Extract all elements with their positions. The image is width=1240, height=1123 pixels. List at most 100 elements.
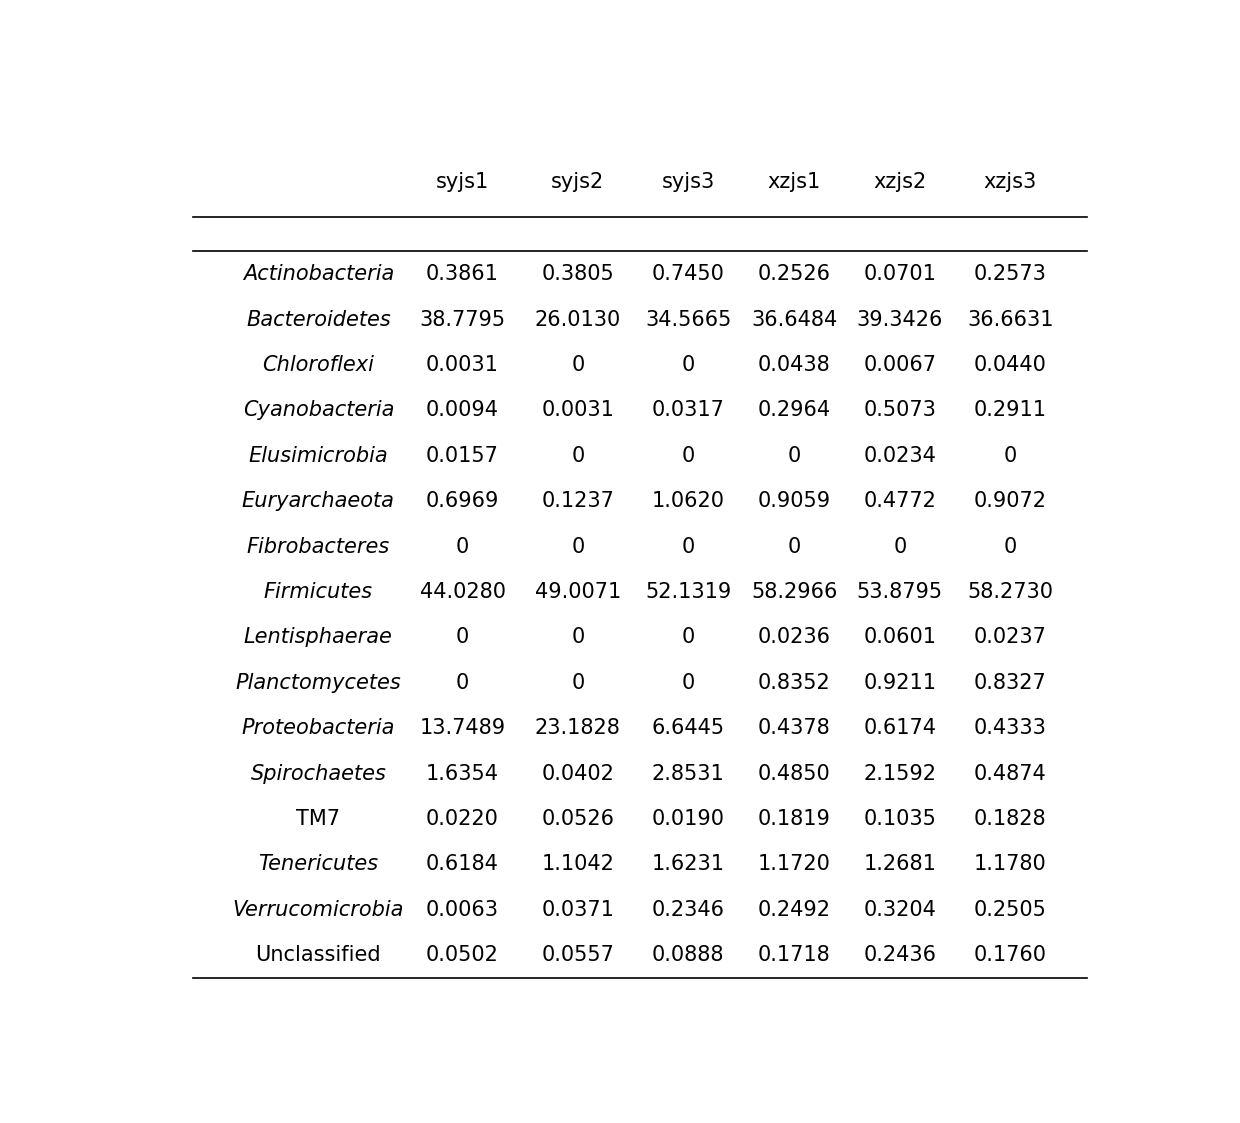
Text: 0.1828: 0.1828 (973, 809, 1047, 829)
Text: 58.2730: 58.2730 (967, 582, 1053, 602)
Text: 0.0157: 0.0157 (427, 446, 498, 466)
Text: 0.0888: 0.0888 (652, 946, 724, 965)
Text: Actinobacteria: Actinobacteria (243, 264, 394, 284)
Text: 0.3805: 0.3805 (542, 264, 614, 284)
Text: 0.8352: 0.8352 (758, 673, 831, 693)
Text: 0.6174: 0.6174 (863, 719, 936, 738)
Text: 0: 0 (682, 446, 694, 466)
Text: 0: 0 (456, 628, 469, 647)
Text: 0: 0 (572, 673, 584, 693)
Text: Euryarchaeota: Euryarchaeota (242, 491, 394, 511)
Text: Bacteroidetes: Bacteroidetes (246, 310, 391, 329)
Text: 0: 0 (787, 537, 801, 557)
Text: 0.0063: 0.0063 (427, 900, 498, 920)
Text: 0.2505: 0.2505 (973, 900, 1047, 920)
Text: 49.0071: 49.0071 (534, 582, 621, 602)
Text: Tenericutes: Tenericutes (258, 855, 378, 875)
Text: 0.0440: 0.0440 (973, 355, 1047, 375)
Text: 0.2911: 0.2911 (973, 401, 1047, 420)
Text: 0.4772: 0.4772 (863, 491, 936, 511)
Text: 0.4850: 0.4850 (758, 764, 831, 784)
Text: Planctomycetes: Planctomycetes (236, 673, 402, 693)
Text: 1.0620: 1.0620 (652, 491, 725, 511)
Text: 0.2492: 0.2492 (758, 900, 831, 920)
Text: 1.6354: 1.6354 (427, 764, 498, 784)
Text: 39.3426: 39.3426 (857, 310, 942, 329)
Text: syjs2: syjs2 (552, 172, 604, 192)
Text: 0.2964: 0.2964 (758, 401, 831, 420)
Text: 0.0094: 0.0094 (427, 401, 498, 420)
Text: 0: 0 (456, 537, 469, 557)
Text: 1.1720: 1.1720 (758, 855, 831, 875)
Text: 0.7450: 0.7450 (652, 264, 725, 284)
Text: 58.2966: 58.2966 (751, 582, 837, 602)
Text: Proteobacteria: Proteobacteria (242, 719, 396, 738)
Text: 0.1035: 0.1035 (863, 809, 936, 829)
Text: 0.9059: 0.9059 (758, 491, 831, 511)
Text: 38.7795: 38.7795 (419, 310, 506, 329)
Text: 0.0557: 0.0557 (542, 946, 614, 965)
Text: Cyanobacteria: Cyanobacteria (243, 401, 394, 420)
Text: 0: 0 (572, 355, 584, 375)
Text: 0.2573: 0.2573 (973, 264, 1047, 284)
Text: Verrucomicrobia: Verrucomicrobia (233, 900, 404, 920)
Text: 0.0237: 0.0237 (973, 628, 1047, 647)
Text: 0: 0 (572, 628, 584, 647)
Text: 0.0190: 0.0190 (652, 809, 725, 829)
Text: 0.4378: 0.4378 (758, 719, 831, 738)
Text: Lentisphaerae: Lentisphaerae (244, 628, 393, 647)
Text: 0.5073: 0.5073 (863, 401, 936, 420)
Text: Elusimicrobia: Elusimicrobia (248, 446, 388, 466)
Text: 0.3861: 0.3861 (427, 264, 498, 284)
Text: 0.4333: 0.4333 (973, 719, 1047, 738)
Text: 0.0526: 0.0526 (542, 809, 614, 829)
Text: 0: 0 (1003, 537, 1017, 557)
Text: 0.2346: 0.2346 (652, 900, 725, 920)
Text: 0: 0 (893, 537, 906, 557)
Text: 0.6184: 0.6184 (427, 855, 498, 875)
Text: 0.0234: 0.0234 (863, 446, 936, 466)
Text: xzjs1: xzjs1 (768, 172, 821, 192)
Text: xzjs3: xzjs3 (983, 172, 1037, 192)
Text: Firmicutes: Firmicutes (264, 582, 373, 602)
Text: 0: 0 (1003, 446, 1017, 466)
Text: 0.0402: 0.0402 (542, 764, 614, 784)
Text: 0.1718: 0.1718 (758, 946, 831, 965)
Text: 0.0031: 0.0031 (542, 401, 614, 420)
Text: 53.8795: 53.8795 (857, 582, 942, 602)
Text: 6.6445: 6.6445 (652, 719, 725, 738)
Text: 0.1760: 0.1760 (973, 946, 1047, 965)
Text: 0.2436: 0.2436 (863, 946, 936, 965)
Text: 0.0371: 0.0371 (542, 900, 614, 920)
Text: 0.4874: 0.4874 (973, 764, 1047, 784)
Text: TM7: TM7 (296, 809, 340, 829)
Text: 0: 0 (572, 537, 584, 557)
Text: 1.1780: 1.1780 (973, 855, 1047, 875)
Text: Fibrobacteres: Fibrobacteres (247, 537, 391, 557)
Text: 0.0317: 0.0317 (652, 401, 725, 420)
Text: 0.0438: 0.0438 (758, 355, 831, 375)
Text: 2.8531: 2.8531 (652, 764, 724, 784)
Text: 0.8327: 0.8327 (973, 673, 1047, 693)
Text: 0: 0 (787, 446, 801, 466)
Text: xzjs2: xzjs2 (873, 172, 926, 192)
Text: 26.0130: 26.0130 (534, 310, 621, 329)
Text: 0.0031: 0.0031 (427, 355, 498, 375)
Text: 0.9072: 0.9072 (973, 491, 1047, 511)
Text: 0: 0 (456, 673, 469, 693)
Text: 0: 0 (682, 355, 694, 375)
Text: 1.2681: 1.2681 (863, 855, 936, 875)
Text: Unclassified: Unclassified (255, 946, 381, 965)
Text: 0.9211: 0.9211 (863, 673, 936, 693)
Text: 44.0280: 44.0280 (419, 582, 506, 602)
Text: 0: 0 (572, 446, 584, 466)
Text: 0: 0 (682, 537, 694, 557)
Text: 0.0067: 0.0067 (863, 355, 936, 375)
Text: 0: 0 (682, 628, 694, 647)
Text: 0.0236: 0.0236 (758, 628, 831, 647)
Text: 0.1237: 0.1237 (542, 491, 614, 511)
Text: 36.6484: 36.6484 (751, 310, 837, 329)
Text: 13.7489: 13.7489 (419, 719, 506, 738)
Text: 0.0601: 0.0601 (863, 628, 936, 647)
Text: syjs1: syjs1 (436, 172, 489, 192)
